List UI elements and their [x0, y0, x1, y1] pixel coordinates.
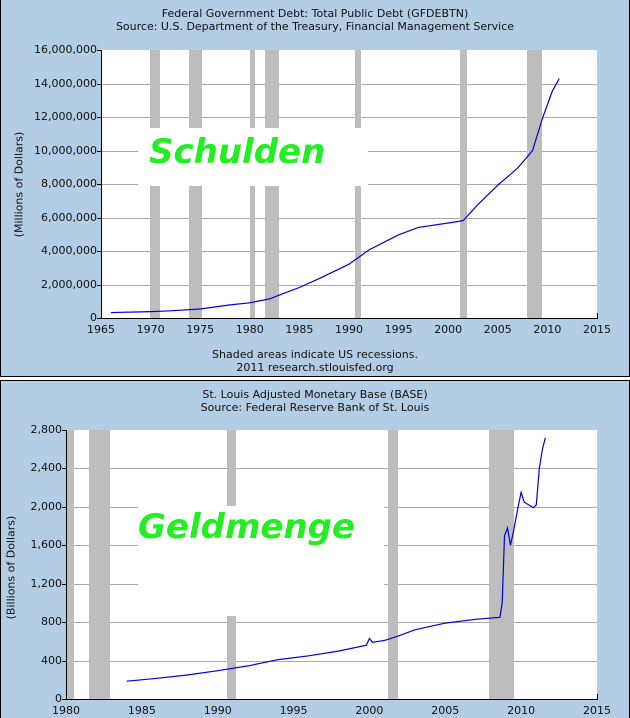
y-tick-label: 1,600: [30, 538, 63, 552]
y-tick-label: 12,000,000: [34, 110, 97, 123]
y-tick-label: 10,000,000: [34, 143, 97, 157]
x-tick-label: 1990: [335, 323, 363, 336]
y-tick-label: 2,000,000: [41, 277, 97, 291]
x-tick-label: 1975: [186, 323, 215, 336]
y-tick-mark: [62, 622, 66, 624]
y-tick-label: 2,000: [30, 499, 63, 513]
x-tick-label: 1980: [52, 704, 80, 717]
y-tick-mark: [62, 430, 66, 431]
y-tick-mark: [97, 318, 101, 319]
y-tick-mark: [97, 150, 101, 152]
gridline: [101, 218, 597, 219]
y-tick-label: 16,000,000: [34, 43, 97, 56]
y-tick-mark: [97, 184, 101, 185]
recession-note: Shaded areas indicate US recessions.: [212, 348, 418, 361]
y-tick-label: 6,000,000: [41, 210, 97, 224]
y-tick-label: 1,200: [30, 576, 63, 590]
y-tick-mark: [97, 117, 101, 118]
x-tick-label: 1995: [279, 704, 308, 717]
data-line: [110, 78, 560, 314]
recession-band: [387, 430, 399, 699]
x-tick-label: 1990: [203, 704, 232, 717]
y-tick-label: 400: [41, 653, 62, 667]
x-tick-mark: [597, 694, 598, 699]
annotation-text: Schulden: [149, 132, 326, 172]
y-tick-mark: [97, 50, 101, 51]
annotation-box: [138, 128, 368, 186]
gridline: [66, 468, 597, 469]
gridline: [101, 117, 597, 118]
x-tick-label: 2015: [583, 704, 611, 717]
x-tick-label: 1965: [87, 323, 115, 336]
y-tick-mark: [62, 660, 66, 662]
x-tick-label: 2005: [483, 323, 512, 336]
gridline: [66, 661, 597, 662]
gridline: [101, 285, 597, 286]
y-tick-label: 4,000,000: [41, 244, 97, 257]
x-tick-label: 1995: [384, 323, 413, 336]
x-tick-label: 2010: [507, 704, 536, 717]
x-tick-label: 1980: [235, 323, 264, 336]
x-axis: [101, 318, 598, 319]
x-tick-label: 2015: [583, 323, 611, 336]
chart-title: St. Louis Adjusted Monetary Base (BASE): [202, 388, 428, 401]
y-tick-mark: [97, 251, 101, 252]
credit: 2011 research.stlouisfed.org: [236, 361, 394, 374]
monetary-base-chart-panel: St. Louis Adjusted Monetary Base (BASE) …: [0, 380, 630, 718]
y-tick-mark: [62, 699, 66, 700]
y-axis: [101, 50, 102, 319]
recession-band: [460, 50, 468, 318]
x-tick-label: 2000: [355, 704, 384, 717]
gridline: [66, 622, 597, 623]
y-tick-mark: [97, 217, 101, 219]
y-tick-label: 14,000,000: [34, 76, 97, 90]
y-axis-label: (Billions of Dollars): [4, 515, 18, 620]
annotation-box: [138, 506, 384, 616]
chart-subtitle: Source: U.S. Department of the Treasury,…: [115, 20, 515, 33]
x-tick-label: 2000: [434, 323, 463, 336]
recession-band: [88, 430, 110, 699]
chart-subtitle: Source: Federal Reserve Bank of St. Loui…: [200, 401, 430, 414]
chart-title: Federal Government Debt: Total Public De…: [161, 7, 469, 20]
x-tick-label: 1985: [127, 704, 156, 717]
y-tick-mark: [62, 468, 66, 470]
x-tick-mark: [597, 313, 598, 318]
x-tick-label: 2005: [431, 704, 460, 717]
y-tick-label: 2,800: [30, 423, 63, 436]
y-tick-label: 800: [41, 615, 62, 629]
plot-area: Geldmenge: [66, 430, 597, 699]
gridline: [101, 84, 597, 85]
recession-band: [66, 430, 74, 699]
y-tick-mark: [62, 545, 66, 547]
data-line: [126, 437, 546, 682]
y-tick-label: 8,000,000: [41, 177, 97, 190]
x-axis: [66, 699, 598, 700]
y-tick-mark: [62, 583, 66, 585]
y-tick-label: 0: [55, 692, 62, 705]
y-axis: [66, 430, 67, 700]
x-tick-label: 2010: [533, 323, 562, 336]
y-tick-label: 0: [90, 311, 97, 324]
recession-band: [526, 50, 543, 318]
plot-area: Schulden: [101, 50, 597, 318]
x-tick-label: 1970: [136, 323, 165, 336]
gridline: [101, 251, 597, 252]
annotation-text: Geldmenge: [138, 507, 356, 547]
y-tick-mark: [97, 83, 101, 85]
y-tick-label: 2,400: [30, 461, 63, 475]
debt-chart-panel: Federal Government Debt: Total Public De…: [0, 0, 630, 377]
y-tick-mark: [97, 284, 101, 286]
x-tick-label: 1985: [285, 323, 314, 336]
recession-band: [489, 430, 514, 699]
y-tick-mark: [62, 506, 66, 508]
